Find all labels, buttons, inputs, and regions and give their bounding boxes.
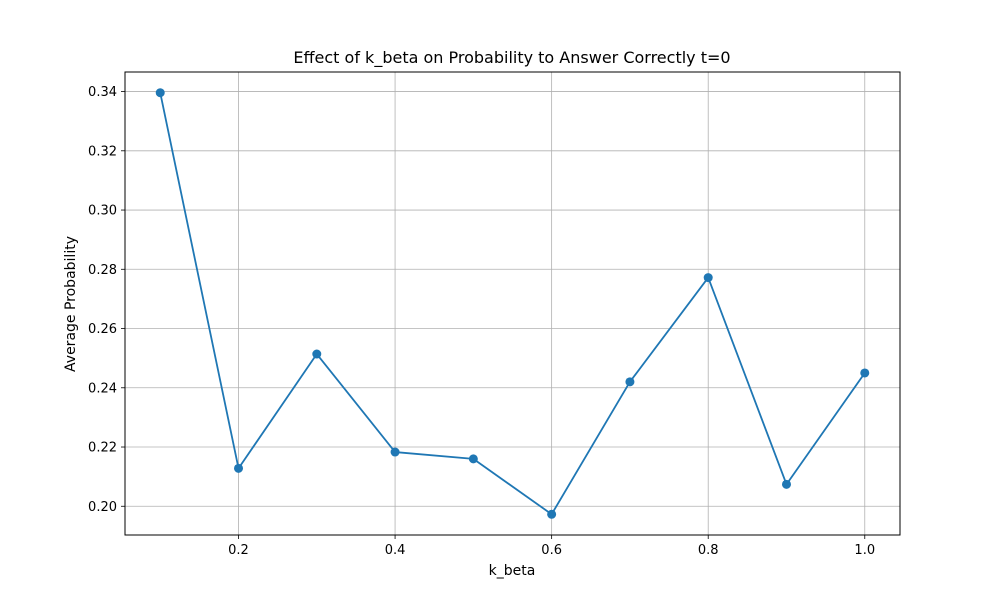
x-tick-label: 0.8 xyxy=(698,543,719,558)
y-axis-label: Average Probability xyxy=(63,236,79,372)
plot-frame xyxy=(124,71,901,536)
data-point xyxy=(860,368,870,378)
data-point xyxy=(234,463,244,473)
data-point xyxy=(312,349,322,359)
data-point xyxy=(390,447,400,457)
x-tick-label: 0.2 xyxy=(228,543,249,558)
x-tick-label: 0.4 xyxy=(385,543,406,558)
series-layer xyxy=(155,88,870,519)
data-point xyxy=(781,479,791,489)
ticks: 0.2 0.4 0.6 0.8 1.0 0.20 0.22 0.24 0.26 0.28 0.30 0… xyxy=(88,85,875,558)
y-tick-label: 0.28 xyxy=(88,263,117,278)
y-tick-label: 0.32 xyxy=(88,144,117,159)
y-tick-label: 0.30 xyxy=(88,204,117,219)
y-tick-label: 0.20 xyxy=(88,500,117,515)
series-line xyxy=(159,91,866,516)
data-point xyxy=(547,509,557,519)
y-tick-label: 0.24 xyxy=(88,381,117,396)
grid xyxy=(125,72,900,535)
data-point xyxy=(625,377,635,387)
chart-title: Effect of k_beta on Probability to Answe… xyxy=(293,48,730,68)
data-point xyxy=(703,273,713,283)
y-tick-label: 0.26 xyxy=(88,322,117,337)
x-axis-label: k_beta xyxy=(489,563,536,579)
data-point xyxy=(155,88,165,98)
y-tick-label: 0.34 xyxy=(88,85,117,100)
x-tick-label: 1.0 xyxy=(854,543,875,558)
x-tick-label: 0.6 xyxy=(541,543,562,558)
y-tick-label: 0.22 xyxy=(88,441,117,456)
data-point xyxy=(468,454,478,464)
